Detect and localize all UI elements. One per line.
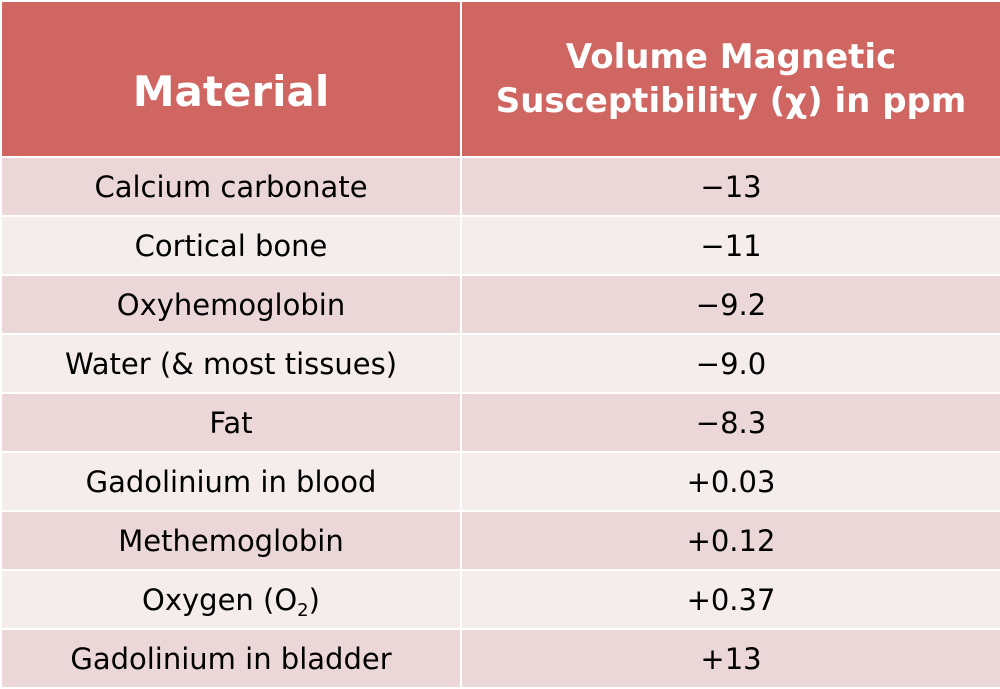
material-text: Oxygen (O	[142, 582, 298, 617]
table-row: Gadolinium in blood +0.03	[0, 451, 1000, 512]
table-row: Calcium carbonate −13	[0, 156, 1000, 217]
header-row: Material Volume Magnetic Susceptibility …	[0, 0, 1000, 158]
material-text-close: )	[308, 582, 320, 617]
value-cell: +0.37	[460, 569, 1000, 630]
material-cell: Gadolinium in blood	[0, 451, 462, 512]
header-susceptibility: Volume Magnetic Susceptibility (χ) in pp…	[460, 0, 1000, 158]
table-row: Oxyhemoglobin −9.2	[0, 274, 1000, 335]
header-susceptibility-line1: Volume Magnetic	[565, 37, 897, 77]
value-cell: −13	[460, 156, 1000, 217]
value-cell: −9.0	[460, 333, 1000, 394]
material-cell: Cortical bone	[0, 215, 462, 276]
table-row: Gadolinium in bladder +13	[0, 628, 1000, 689]
material-cell: Oxyhemoglobin	[0, 274, 462, 335]
material-cell: Oxygen (O2)	[0, 569, 462, 630]
table-row: Oxygen (O2) +0.37	[0, 569, 1000, 630]
table-row: Cortical bone −11	[0, 215, 1000, 276]
material-cell: Gadolinium in bladder	[0, 628, 462, 689]
material-cell: Water (& most tissues)	[0, 333, 462, 394]
header-material: Material	[0, 0, 462, 158]
value-cell: −8.3	[460, 392, 1000, 453]
table-row: Fat −8.3	[0, 392, 1000, 453]
table-row: Water (& most tissues) −9.0	[0, 333, 1000, 394]
table-row: Methemoglobin +0.12	[0, 510, 1000, 571]
header-susceptibility-line2: Susceptibility (χ) in ppm	[495, 81, 967, 121]
value-cell: +13	[460, 628, 1000, 689]
value-cell: −11	[460, 215, 1000, 276]
material-cell: Methemoglobin	[0, 510, 462, 571]
value-cell: −9.2	[460, 274, 1000, 335]
material-cell: Fat	[0, 392, 462, 453]
material-cell: Calcium carbonate	[0, 156, 462, 217]
subscript: 2	[297, 599, 309, 621]
value-cell: +0.12	[460, 510, 1000, 571]
value-cell: +0.03	[460, 451, 1000, 512]
